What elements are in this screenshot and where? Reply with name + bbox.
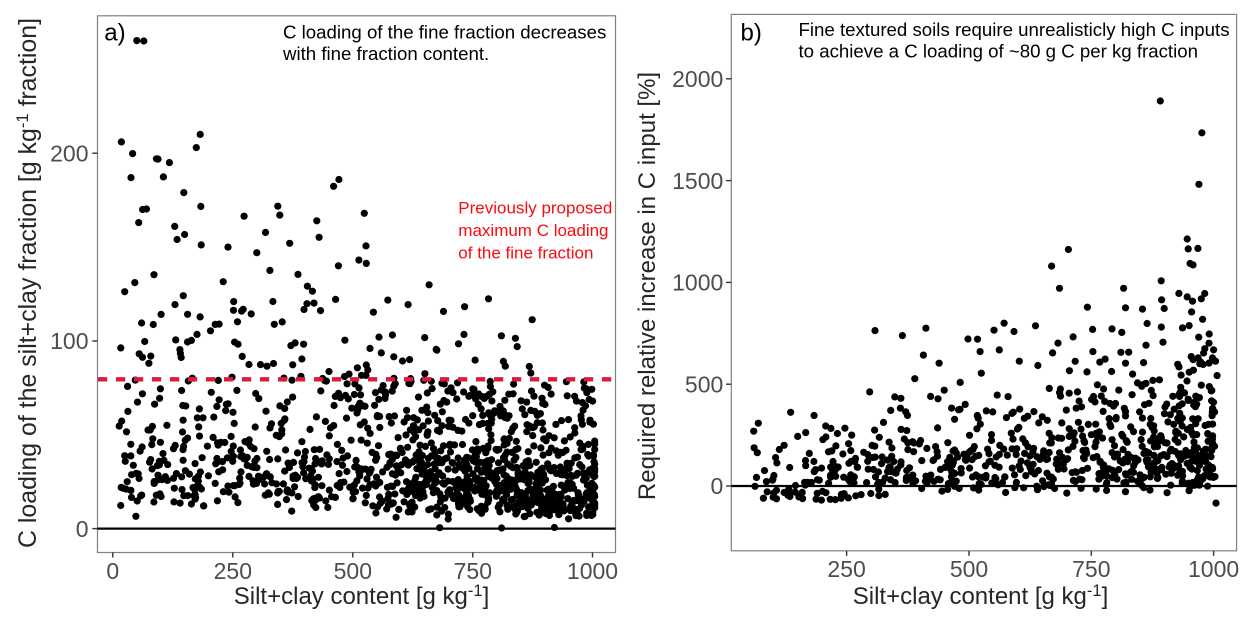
svg-text:750: 750 — [454, 558, 492, 584]
svg-text:750: 750 — [1072, 556, 1110, 582]
svg-text:1500: 1500 — [672, 168, 723, 194]
svg-text:1000: 1000 — [1188, 556, 1239, 582]
svg-text:to achieve a C loading of ~80: to achieve a C loading of ~80 g C per kg… — [799, 41, 1198, 62]
svg-text:b): b) — [741, 20, 762, 47]
svg-text:200: 200 — [50, 140, 88, 166]
svg-text:0: 0 — [106, 558, 119, 584]
svg-text:with fine fraction content.: with fine fraction content. — [282, 43, 489, 64]
svg-text:100: 100 — [50, 328, 88, 354]
svg-text:C loading of the fine fraction: C loading of the fine fraction decreases — [283, 21, 606, 42]
svg-text:C loading of the silt+clay fra: C loading of the silt+clay fraction [g k… — [14, 18, 42, 548]
svg-text:of the fine fraction: of the fine fraction — [458, 244, 593, 263]
svg-text:maximum C loading: maximum C loading — [458, 221, 608, 240]
svg-text:1000: 1000 — [672, 270, 723, 296]
svg-text:a): a) — [104, 20, 125, 47]
svg-text:1000: 1000 — [567, 558, 618, 584]
svg-text:Silt+clay content [g kg-1]: Silt+clay content [g kg-1] — [234, 582, 489, 610]
svg-text:500: 500 — [685, 371, 723, 397]
svg-text:Previously proposed: Previously proposed — [458, 199, 612, 218]
svg-text:Required relative increase in: Required relative increase in C input [%… — [634, 72, 661, 500]
svg-text:Fine textured soils require un: Fine textured soils require unrealisticl… — [799, 19, 1230, 40]
svg-text:2000: 2000 — [672, 66, 723, 92]
svg-text:250: 250 — [214, 558, 252, 584]
svg-text:250: 250 — [827, 556, 865, 582]
svg-text:0: 0 — [711, 473, 724, 499]
svg-text:500: 500 — [950, 556, 988, 582]
svg-text:0: 0 — [76, 516, 89, 542]
svg-text:Silt+clay content [g kg-1]: Silt+clay content [g kg-1] — [853, 582, 1108, 610]
svg-text:500: 500 — [334, 558, 372, 584]
